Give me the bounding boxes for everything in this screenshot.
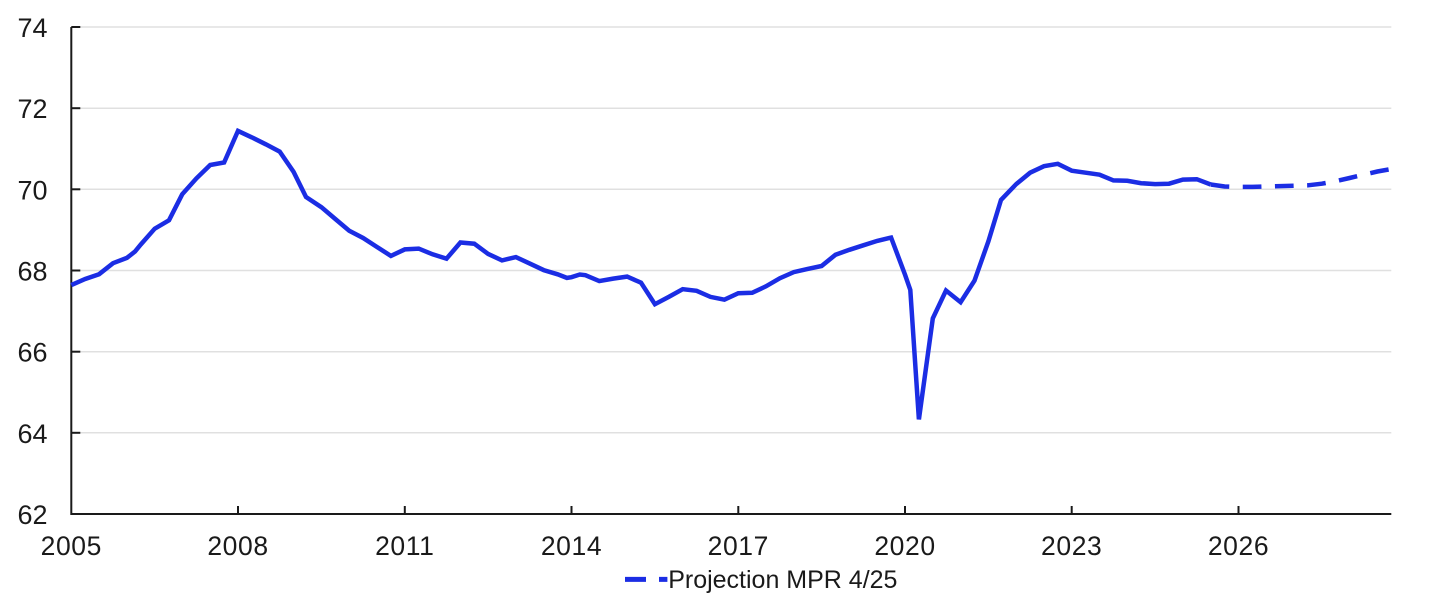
svg-text:72: 72 <box>17 94 47 124</box>
svg-text:2005: 2005 <box>41 531 102 561</box>
svg-text:2011: 2011 <box>375 531 434 561</box>
svg-text:Projection MPR 4/25: Projection MPR 4/25 <box>668 566 897 594</box>
svg-text:2014: 2014 <box>541 531 602 561</box>
svg-text:2026: 2026 <box>1208 531 1269 561</box>
svg-text:2023: 2023 <box>1041 531 1102 561</box>
svg-text:70: 70 <box>17 175 47 205</box>
svg-text:2020: 2020 <box>874 531 935 561</box>
svg-text:62: 62 <box>17 500 47 530</box>
svg-text:74: 74 <box>17 13 47 43</box>
svg-text:66: 66 <box>17 338 47 368</box>
svg-text:64: 64 <box>17 419 47 449</box>
svg-text:2008: 2008 <box>207 531 268 561</box>
svg-text:2017: 2017 <box>708 531 769 561</box>
svg-text:68: 68 <box>17 257 47 287</box>
